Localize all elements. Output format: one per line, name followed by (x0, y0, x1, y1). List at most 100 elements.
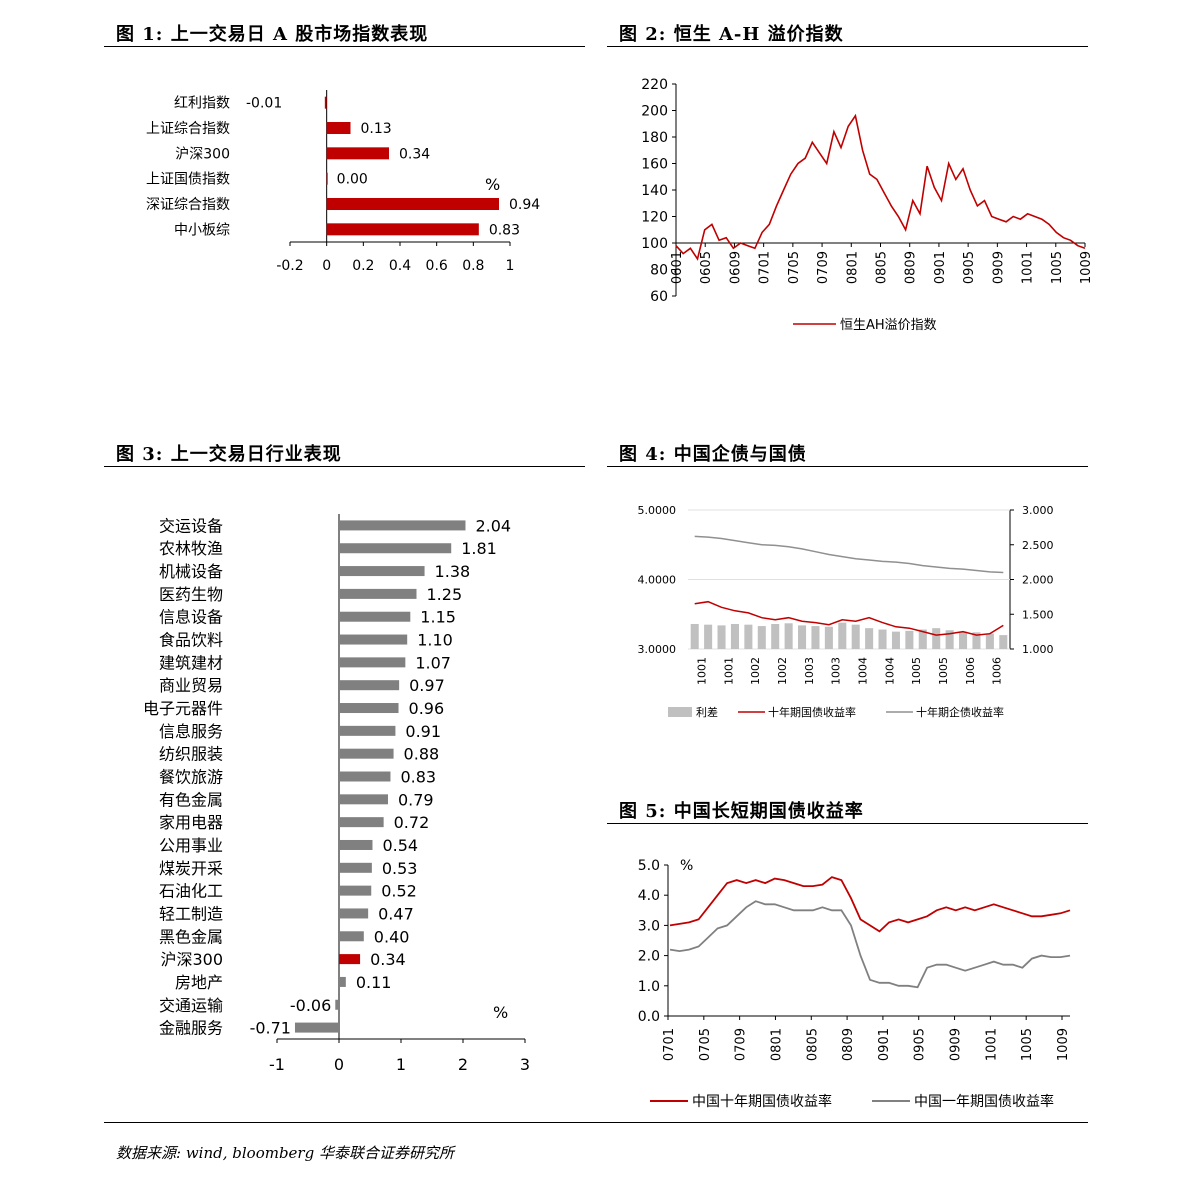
value-label: 0.11 (356, 973, 392, 992)
category-label: 石油化工 (159, 882, 223, 901)
x-tick-label: 0601 (670, 251, 685, 284)
spread-bar (744, 624, 753, 649)
bar (339, 588, 417, 599)
spread-bar (798, 625, 807, 649)
x-tick-label: 0901 (933, 251, 948, 284)
legend-label: 恒生AH溢价指数 (840, 318, 937, 333)
y-left-tick-label: 4.0000 (638, 574, 677, 587)
value-label: 0.72 (394, 813, 430, 832)
x-tick-label: 1 (396, 1055, 406, 1074)
spread-bar (959, 631, 968, 649)
x-tick-label: 1003 (803, 657, 816, 685)
footer-rule (104, 1122, 1088, 1123)
x-tick-label: 0709 (816, 251, 831, 284)
value-label: 2.04 (475, 516, 511, 535)
category-label: 农林牧渔 (159, 539, 223, 558)
fig2-title: 图 2: 恒生 A-H 溢价指数 (619, 24, 844, 45)
value-label: 1.25 (427, 585, 463, 604)
bar (339, 703, 399, 714)
x-tick-label: 0609 (728, 251, 743, 284)
x-tick-label: 0905 (962, 251, 977, 284)
y-tick-label: 140 (641, 183, 668, 199)
spread-bar (730, 623, 739, 649)
y-tick-label: 120 (641, 210, 668, 226)
value-label: 0.52 (381, 882, 417, 901)
fig4-title: 图 4: 中国企债与国债 (619, 444, 807, 465)
x-tick-label: 1009 (1056, 1028, 1071, 1061)
x-tick-label: 1004 (883, 657, 896, 685)
spread-bar (985, 633, 994, 649)
value-label: 0.79 (398, 790, 434, 809)
bar (326, 122, 351, 134)
y-tick-label: 160 (641, 157, 668, 173)
x-tick-label: 0805 (875, 251, 890, 284)
y-right-tick-label: 1.500 (1022, 608, 1054, 621)
x-tick-label: 1006 (991, 657, 1004, 685)
category-label: 沪深300 (175, 146, 230, 162)
x-tick-label: 0.2 (352, 258, 374, 274)
category-label: 深证综合指数 (146, 197, 230, 213)
bar (339, 680, 400, 691)
x-tick-label: 0 (322, 258, 331, 274)
category-label: 家用电器 (159, 813, 223, 832)
x-tick-label: 1005 (910, 657, 923, 685)
bar (294, 1022, 339, 1033)
bar (339, 817, 384, 828)
x-tick-label: 1001 (695, 657, 708, 685)
x-tick-label: 0.4 (389, 258, 411, 274)
spread-bar (771, 623, 780, 649)
x-tick-label: 2 (458, 1055, 468, 1074)
y-left-tick-label: 5.0000 (638, 504, 677, 517)
value-label: 0.40 (374, 927, 410, 946)
x-tick-label: 1003 (830, 657, 843, 685)
spread-bar (865, 628, 874, 649)
spread-bar (717, 625, 726, 649)
bar (326, 172, 328, 185)
x-tick-label: 0909 (949, 1028, 964, 1061)
bar (339, 520, 466, 531)
series-line-1y (669, 900, 1071, 989)
unit-label: % (485, 175, 500, 194)
fig4-chart: 3.0000 4.0000 5.0000 1.000 1.500 2.000 2.500 3.… (638, 504, 1054, 719)
y-tick-label: 100 (641, 236, 668, 252)
spread-bar (945, 630, 954, 649)
category-label: 餐饮旅游 (159, 768, 223, 787)
bar (339, 771, 391, 782)
category-label: 轻工制造 (159, 904, 223, 923)
bar (339, 543, 452, 554)
bar (339, 954, 361, 965)
bar (324, 96, 327, 109)
x-tick-label: 0809 (904, 251, 919, 284)
x-tick-label: 1006 (964, 657, 977, 685)
bar (339, 748, 394, 759)
series-line-corporate (694, 535, 1004, 574)
spread-bar (757, 626, 766, 649)
bar (339, 976, 346, 987)
spread-bar (811, 626, 820, 649)
category-label: 交运设备 (159, 516, 223, 535)
x-tick-label: 1001 (722, 657, 735, 685)
x-tick-label: 1005 (1050, 251, 1065, 284)
unit-label: % (493, 1003, 508, 1022)
y-tick-label: 3.0 (638, 918, 660, 934)
category-label: 房地产 (175, 973, 223, 992)
x-tick-label: 0801 (845, 251, 860, 284)
category-label: 信息服务 (159, 722, 223, 741)
fig2-chart: 60 80 100 120 140 160 180 200 220 0601 0605 0609 070… (641, 77, 1094, 333)
y-tick-label: 4.0 (638, 888, 660, 904)
y-tick-label: 5.0 (638, 858, 660, 874)
bar (339, 931, 364, 942)
fig1-chart: -0.2 0 0.2 0.4 0.6 0.8 1 红利指数 -0.01 上证综合指数 0.13 沪深3… (146, 90, 540, 274)
y-right-tick-label: 2.000 (1022, 574, 1054, 587)
x-tick-label: 1001 (1021, 251, 1036, 284)
legend-label: 十年期企债收益率 (916, 705, 1004, 719)
bar (335, 999, 339, 1010)
spread-bar (690, 623, 699, 649)
category-label: 黑色金属 (159, 927, 223, 946)
category-label: 红利指数 (174, 96, 230, 112)
legend-swatch-spread (668, 707, 692, 717)
x-tick-label: 0605 (699, 251, 714, 284)
x-tick-label: 1001 (984, 1028, 999, 1061)
value-label: 0.34 (399, 146, 430, 162)
y-left-tick-label: 3.0000 (638, 643, 677, 656)
